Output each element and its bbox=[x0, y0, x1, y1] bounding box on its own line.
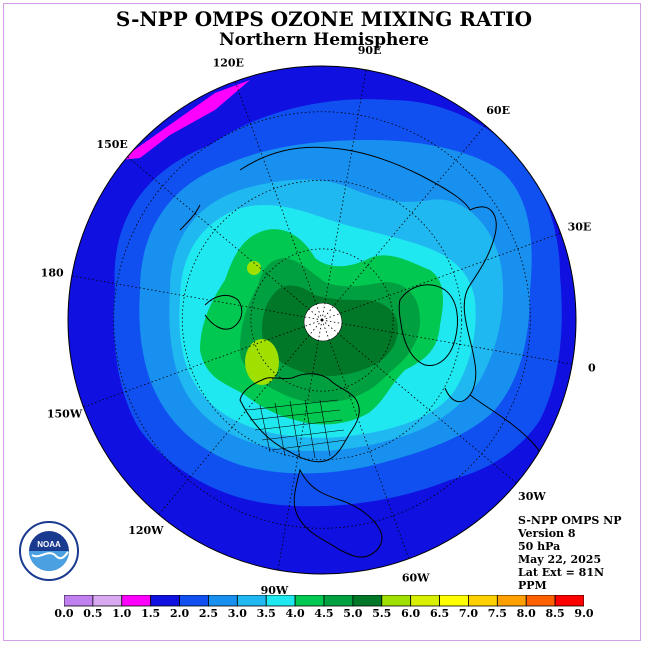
info-instrument: S-NPP OMPS NP bbox=[518, 514, 622, 527]
noaa-logo: NOAA bbox=[19, 521, 79, 581]
japan-outline bbox=[179, 204, 201, 231]
ozone-band-1.0-1.5 bbox=[120, 80, 250, 160]
colorbar-labels: 0.0 0.5 1.0 1.5 2.0 2.5 3.0 3.5 4.0 4.5 5.0 5.5 6.0 6… bbox=[0, 607, 648, 621]
longitude-label: 60E bbox=[486, 104, 510, 117]
colorbar-tick-label: 1.5 bbox=[141, 607, 161, 620]
north-america-outline bbox=[239, 373, 360, 463]
colorbar-tick-label: 2.0 bbox=[169, 607, 190, 620]
central-america-outline bbox=[293, 468, 383, 558]
colorbar-segment bbox=[496, 595, 527, 607]
colorbar-segment bbox=[236, 595, 267, 607]
colorbar-tick-label: 6.5 bbox=[429, 607, 450, 620]
colorbar-tick-label: 8.5 bbox=[545, 607, 565, 620]
graticule bbox=[71, 69, 573, 571]
colorbar-tick-label: 0.5 bbox=[83, 607, 103, 620]
longitude-label: 30W bbox=[518, 490, 546, 503]
longitude-label: 0 bbox=[588, 362, 596, 375]
colorbar-tick-label: 7.0 bbox=[458, 607, 478, 620]
colorbar-segment bbox=[381, 595, 412, 607]
pole-no-data bbox=[303, 302, 343, 342]
colorbar-segment bbox=[439, 595, 469, 607]
colorbar-segment bbox=[410, 595, 440, 607]
longitude-label: 120E bbox=[213, 57, 244, 70]
longitude-label: 30E bbox=[568, 220, 592, 233]
colorbar-tick-label: 2.5 bbox=[198, 607, 218, 620]
colorbar-segment bbox=[468, 595, 498, 607]
colorbar-tick-label: 3.0 bbox=[227, 607, 247, 620]
colorbar-tick-label: 3.5 bbox=[256, 607, 276, 620]
colorbar-segment bbox=[64, 595, 94, 607]
map-boundary bbox=[67, 65, 577, 575]
colorbar-segment bbox=[265, 595, 296, 607]
greenland-outline bbox=[398, 284, 458, 367]
ozone-max-5.5-6.0-a bbox=[245, 339, 279, 385]
longitude-label: 90W bbox=[261, 584, 289, 597]
colorbar-tick-label: 5.5 bbox=[372, 607, 392, 620]
longitude-label: 150W bbox=[47, 408, 83, 421]
noaa-logo-text: NOAA bbox=[37, 540, 61, 549]
colorbar-tick-label: 1.0 bbox=[112, 607, 132, 620]
longitude-label: 60W bbox=[402, 571, 430, 584]
ozone-max-5.5-6.0-b bbox=[247, 261, 261, 275]
colorbar-segment bbox=[92, 595, 123, 607]
map-subtitle: Northern Hemisphere bbox=[219, 30, 429, 50]
us-grid bbox=[247, 399, 347, 459]
info-lat-ext: Lat Ext = 81N bbox=[518, 566, 605, 579]
colorbar-segment bbox=[121, 595, 152, 607]
longitude-label: 90E bbox=[358, 44, 382, 57]
colorbar-segment bbox=[208, 595, 238, 607]
longitude-label: 120W bbox=[128, 524, 164, 537]
colorbar-tick-label: 0.0 bbox=[54, 607, 74, 620]
colorbar-tick-label: 9.0 bbox=[574, 607, 594, 620]
longitude-label: 180 bbox=[41, 266, 64, 279]
colorbar-segment bbox=[150, 595, 180, 607]
info-block: S-NPP OMPS NP Version 8 50 hPa May 22, 2… bbox=[518, 514, 638, 592]
longitude-labels: 90E 60E 30E 0 30W 60W 90W 120W 150W 180 150E 120E bbox=[41, 44, 596, 597]
colorbar-tick-label: 7.5 bbox=[487, 607, 507, 620]
colorbar-segment bbox=[525, 595, 556, 607]
info-date: May 22, 2025 bbox=[518, 553, 602, 566]
colorbar bbox=[64, 595, 584, 607]
europe-outline bbox=[444, 206, 497, 403]
colorbar-segment bbox=[352, 595, 383, 607]
colorbar-tick-label: 8.0 bbox=[516, 607, 536, 620]
colorbar-segment bbox=[179, 595, 209, 607]
map-title: S-NPP OMPS OZONE MIXING RATIO bbox=[115, 7, 533, 31]
asia-outline bbox=[239, 146, 471, 211]
colorbar-tick-label: 6.0 bbox=[401, 607, 421, 620]
colorbar-segment bbox=[554, 595, 584, 607]
info-units: PPM bbox=[518, 579, 547, 592]
colorbar-segment bbox=[323, 595, 354, 607]
colorbar-tick-label: 5.0 bbox=[343, 607, 363, 620]
longitude-label: 150E bbox=[96, 138, 127, 151]
colorbar-tick-label: 4.0 bbox=[285, 607, 305, 620]
alaska-outline bbox=[204, 294, 243, 330]
latitude-circle bbox=[181, 179, 463, 461]
info-level: 50 hPa bbox=[518, 540, 561, 553]
latitude-circle bbox=[113, 111, 531, 529]
latitude-circle bbox=[250, 248, 394, 392]
colorbar-tick-label: 4.5 bbox=[314, 607, 334, 620]
colorbar-segment bbox=[294, 595, 325, 607]
info-version: Version 8 bbox=[518, 527, 576, 540]
